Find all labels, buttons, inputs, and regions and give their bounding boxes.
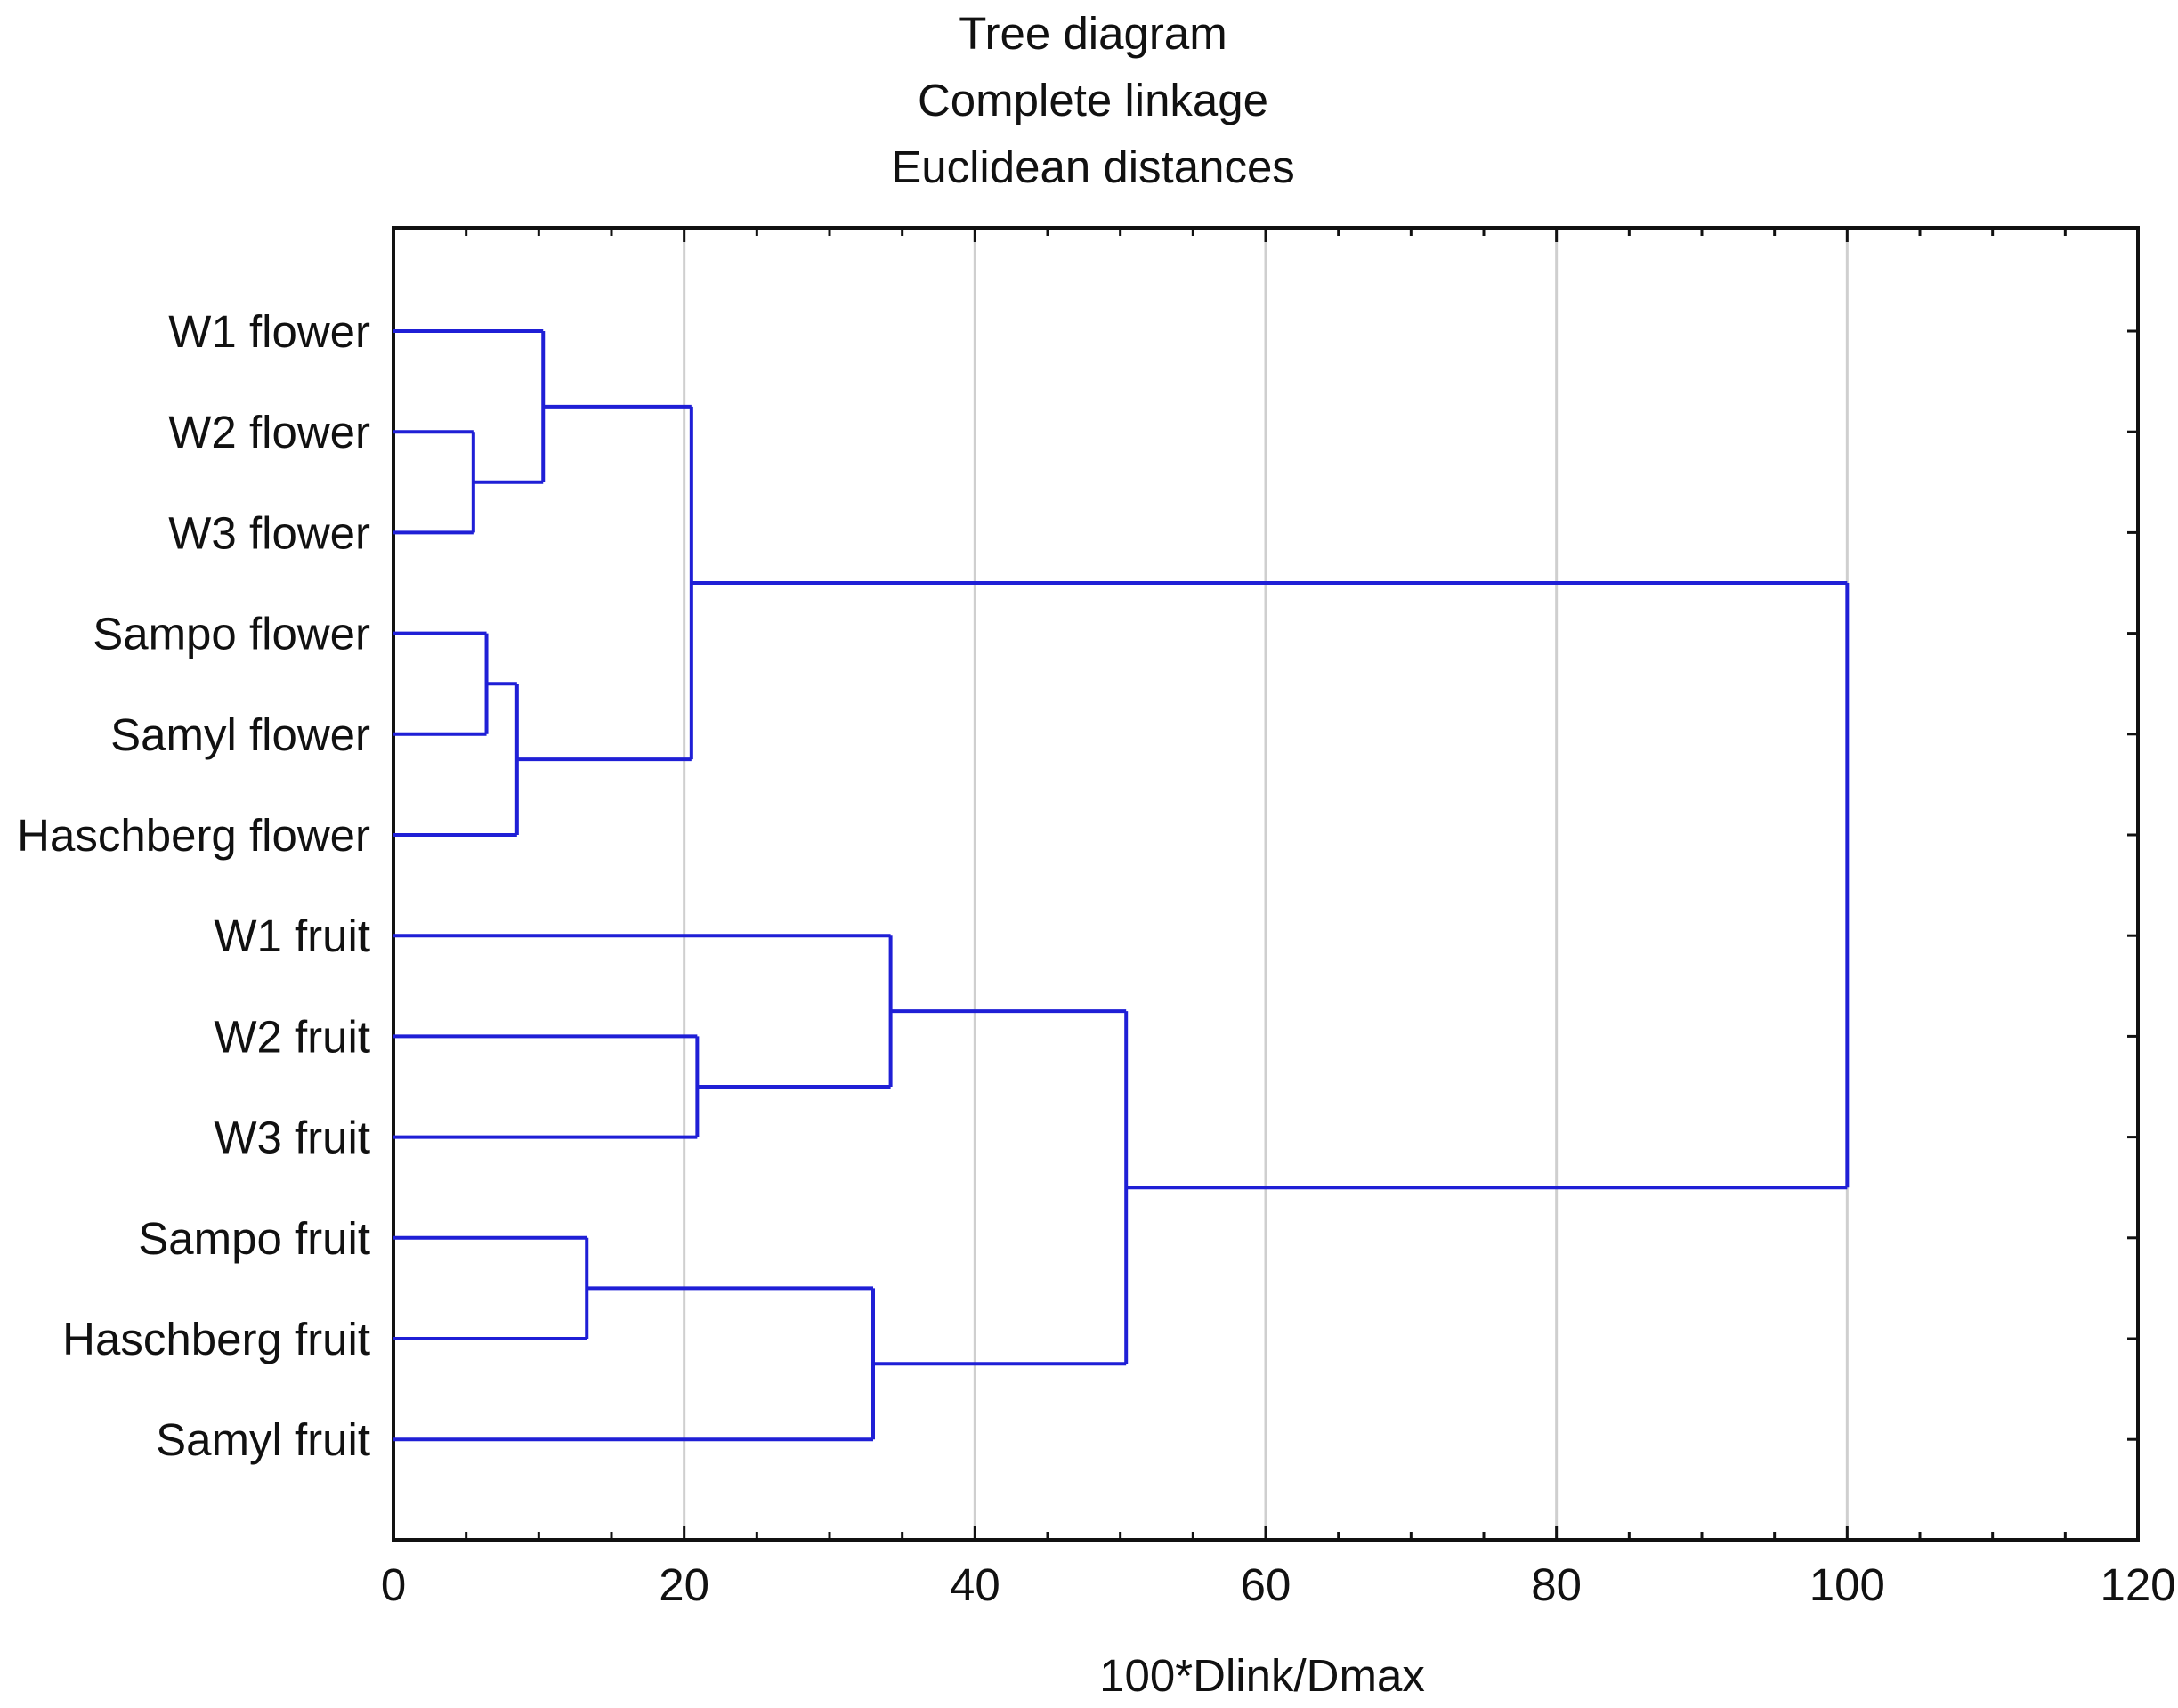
leaf-label: Haschberg fruit [62,1314,370,1364]
leaf-label: W3 flower [168,507,370,558]
x-tick-label-60: 60 [1241,1559,1291,1610]
x-tick-label-40: 40 [950,1559,1000,1610]
title-line-2: Complete linkage [918,75,1268,125]
x-tick-label-20: 20 [659,1559,709,1610]
leaf-label: Samyl flower [110,709,370,760]
grid-lines [683,228,1849,1540]
x-tick-label-0: 0 [381,1559,406,1610]
title-line-1: Tree diagram [959,8,1227,59]
x-axis-title: 100*Dlink/Dmax [1099,1650,1425,1701]
leaf-label: Sampo flower [93,609,370,660]
leaf-label: W2 flower [168,407,370,457]
leaf-labels: W1 flower W2 flower W3 flower Sampo flower S… [17,306,370,1465]
leaf-label: W1 fruit [214,911,370,961]
x-tick-label-120: 120 [2100,1559,2175,1610]
leaf-label: W2 fruit [214,1011,370,1062]
x-tick-label-100: 100 [1810,1559,1885,1610]
leaf-label: W3 fruit [214,1113,370,1163]
x-tick-label-80: 80 [1531,1559,1582,1610]
leaf-label: Haschberg flower [17,810,370,861]
x-tick-labels: 0 20 40 60 80 100 120 [381,1559,2176,1610]
dendrogram-branches [393,329,1850,1442]
leaf-label: W1 flower [168,306,370,357]
title-line-3: Euclidean distances [891,142,1295,192]
leaf-label: Samyl fruit [156,1414,370,1465]
chart-title: Tree diagram Complete linkage Euclidean … [891,8,1295,192]
leaf-label: Sampo fruit [138,1213,370,1264]
